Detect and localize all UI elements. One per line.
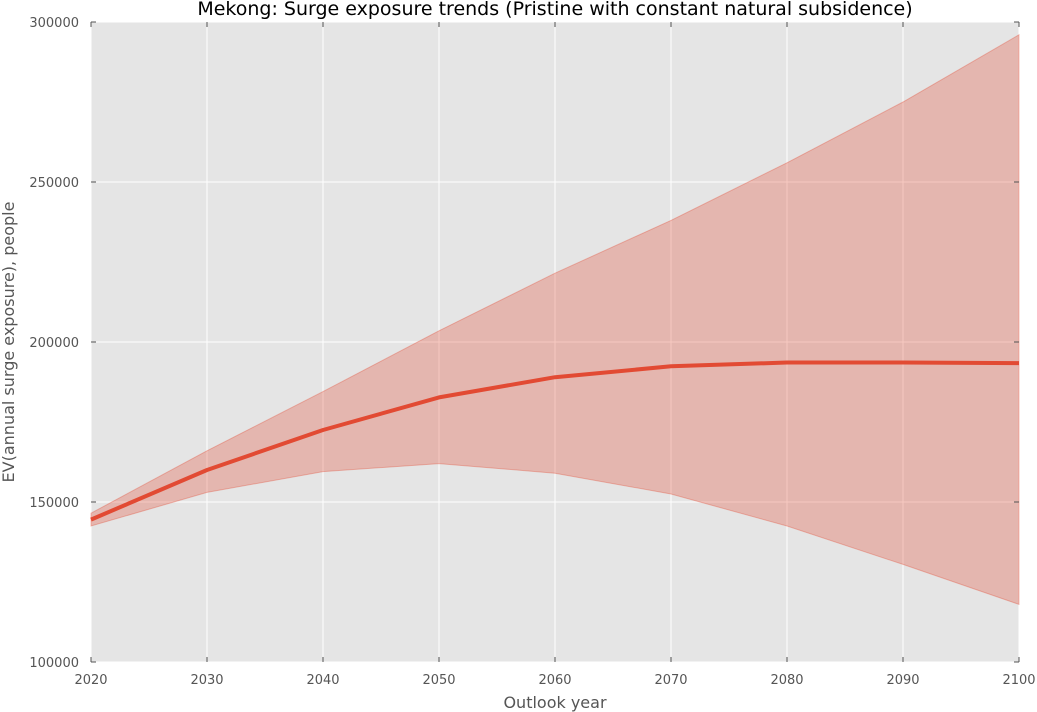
x-tick-label: 2100	[1002, 673, 1035, 688]
y-axis-label: EV(annual surge exposure), people	[0, 202, 18, 483]
chart-title: Mekong: Surge exposure trends (Pristine …	[197, 0, 912, 20]
x-tick-label: 2020	[74, 673, 107, 688]
series-point	[901, 360, 905, 364]
series-point	[321, 428, 325, 432]
x-tick-label: 2030	[190, 673, 223, 688]
series-line	[90, 360, 1020, 522]
series-point	[553, 375, 557, 379]
uncertainty-band	[90, 33, 1020, 606]
y-tick-label: 200000	[29, 336, 79, 351]
x-tick-label: 2040	[306, 673, 339, 688]
series-point	[785, 360, 789, 364]
x-axis-label: Outlook year	[503, 693, 607, 712]
series-line-layer	[89, 360, 1021, 522]
y-tick-label: 300000	[29, 16, 79, 31]
series-point	[89, 518, 93, 522]
y-tick-label: 150000	[29, 496, 79, 511]
x-tick-label: 2090	[886, 673, 919, 688]
y-tick-label: 250000	[29, 176, 79, 191]
series-point	[205, 468, 209, 472]
uncertainty-band-layer	[90, 33, 1020, 606]
y-tick-label: 100000	[29, 656, 79, 671]
x-tick-label: 2080	[770, 673, 803, 688]
x-tick-label: 2060	[538, 673, 571, 688]
tick-labels: 2020 2030 2040 2050 2060 2070 2080 2090 2100 1000…	[29, 16, 1035, 688]
axis-ticks	[90, 21, 1020, 663]
series-point	[1017, 361, 1021, 365]
series-point	[669, 364, 673, 368]
x-tick-label: 2050	[422, 673, 455, 688]
series-point	[437, 395, 441, 399]
x-tick-label: 2070	[654, 673, 687, 688]
